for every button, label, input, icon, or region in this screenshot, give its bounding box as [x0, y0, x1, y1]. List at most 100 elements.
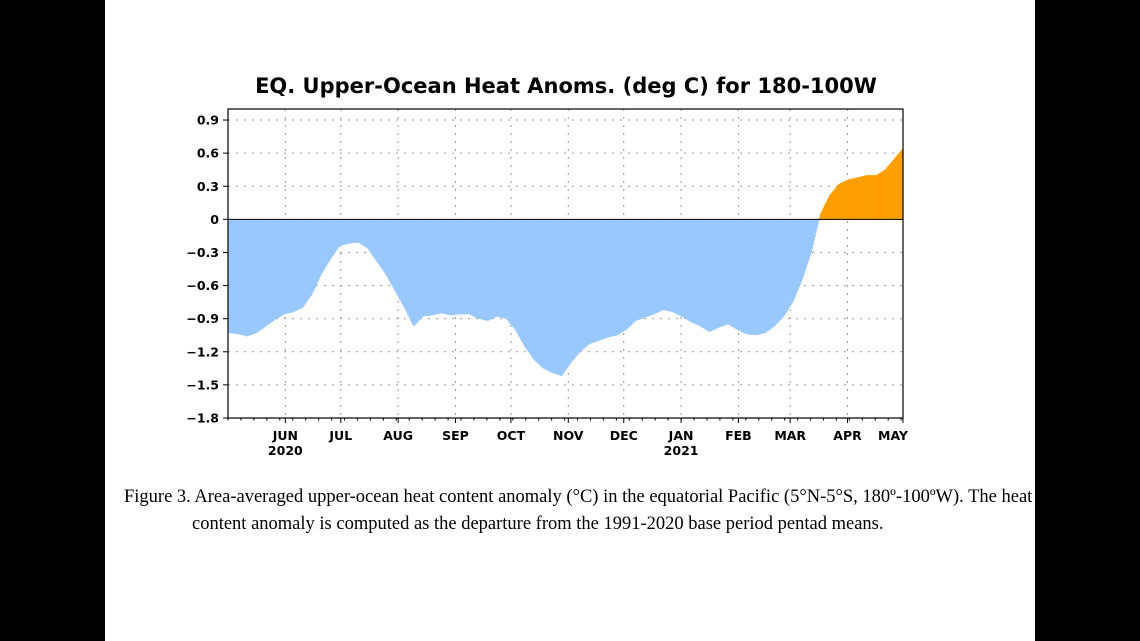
anomaly-bar [693, 219, 695, 324]
anomaly-bar [727, 219, 729, 325]
anomaly-bar [521, 219, 523, 342]
anomaly-bar [696, 219, 699, 326]
anomaly-bar [536, 219, 539, 364]
anomaly-bar [657, 219, 660, 313]
anomaly-bar [465, 219, 468, 315]
anomaly-bar [525, 219, 528, 349]
anomaly-bar [448, 219, 450, 315]
anomaly-bar [866, 175, 869, 220]
anomaly-bar [256, 219, 259, 333]
anomaly-bar [634, 219, 637, 321]
anomaly-bar [666, 219, 668, 311]
anomaly-bar [803, 219, 805, 275]
anomaly-bar [233, 219, 236, 334]
anomaly-bar [499, 219, 502, 318]
anomaly-bar [375, 219, 378, 262]
anomaly-bar [395, 219, 397, 293]
anomaly-bar [577, 219, 580, 354]
anomaly-bar [262, 219, 264, 329]
anomaly-bar [728, 219, 730, 325]
anomaly-bar [641, 219, 643, 319]
anomaly-bar [507, 219, 509, 321]
anomaly-bar [375, 219, 377, 260]
anomaly-bar [461, 219, 464, 315]
anomaly-bar [711, 219, 714, 331]
anomaly-bar [273, 219, 275, 321]
anomaly-bar [890, 161, 893, 220]
anomaly-bar [589, 219, 592, 344]
anomaly-bar [674, 219, 677, 314]
anomaly-bar [839, 183, 841, 220]
anomaly-bar [816, 219, 818, 230]
anomaly-bar [829, 193, 832, 220]
anomaly-bar [745, 219, 748, 335]
anomaly-bar [672, 219, 675, 313]
anomaly-bar [230, 219, 233, 334]
anomaly-bar [563, 219, 566, 373]
anomaly-bar [392, 219, 395, 288]
anomaly-bar [790, 219, 792, 305]
anomaly-bar [339, 219, 342, 246]
anomaly-bar [557, 219, 559, 375]
anomaly-bar [709, 219, 712, 332]
anomaly-bar [522, 219, 524, 343]
anomaly-bar [882, 170, 885, 220]
anomaly-bar [235, 219, 237, 334]
anomaly-bar [267, 219, 270, 325]
anomaly-bar [643, 219, 645, 318]
anomaly-bar [428, 219, 431, 316]
anomaly-bar [474, 219, 477, 318]
anomaly-bar [602, 219, 605, 340]
anomaly-bar [315, 219, 318, 285]
anomaly-bar [241, 219, 244, 336]
anomaly-bar [713, 219, 715, 330]
anomaly-bar [628, 219, 630, 328]
anomaly-bar [652, 219, 654, 315]
anomaly-bar [608, 219, 611, 337]
anomaly-bar [386, 219, 388, 277]
anomaly-bar [448, 219, 451, 316]
anomaly-bar [783, 219, 786, 316]
anomaly-bar [353, 219, 356, 243]
anomaly-bar [502, 219, 505, 319]
anomaly-bar [485, 219, 488, 321]
anomaly-bar [466, 219, 469, 315]
anomaly-bar [487, 219, 490, 321]
anomaly-bar [363, 219, 366, 247]
anomaly-bar [629, 219, 631, 327]
anomaly-bar [457, 219, 459, 315]
anomaly-bar [476, 219, 479, 319]
anomaly-bar [632, 219, 634, 324]
anomaly-bar [786, 219, 789, 311]
anomaly-bar [326, 219, 328, 266]
anomaly-bar [859, 176, 862, 220]
anomaly-bar [564, 219, 567, 371]
anomaly-bar [795, 219, 798, 294]
anomaly-bar [253, 219, 256, 334]
anomaly-bar [234, 219, 236, 334]
anomaly-bar [637, 219, 640, 320]
anomaly-bar [338, 219, 341, 246]
anomaly-bar [352, 219, 355, 244]
anomaly-bar [705, 219, 707, 330]
anomaly-bar [535, 219, 538, 363]
anomaly-bar [642, 219, 644, 319]
anomaly-bar [328, 219, 331, 261]
anomaly-bar [238, 219, 240, 335]
anomaly-bar [534, 219, 536, 361]
anomaly-bar [663, 219, 666, 311]
anomaly-bar [560, 219, 563, 377]
anomaly-bar [646, 219, 649, 317]
anomaly-bar [574, 219, 577, 358]
anomaly-bar [897, 154, 899, 220]
anomaly-bar [385, 219, 387, 275]
anomaly-bar [406, 219, 408, 314]
anomaly-bar [453, 219, 456, 315]
anomaly-bar [770, 219, 773, 329]
anomaly-bar [769, 219, 772, 330]
anomaly-bar [747, 219, 750, 335]
anomaly-bar [381, 219, 384, 270]
anomaly-bar [534, 219, 537, 362]
anomaly-bar [741, 219, 743, 332]
anomaly-bar [682, 219, 685, 318]
